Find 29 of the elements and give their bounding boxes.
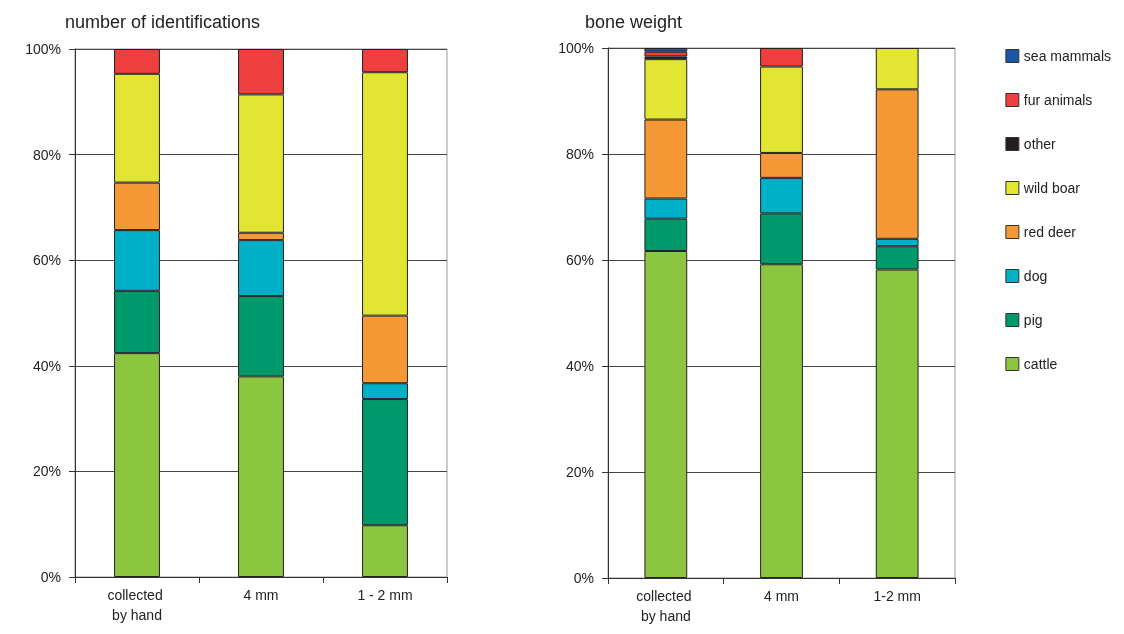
legend-label: sea mammals [1023, 48, 1112, 64]
y-tick-label: 80% [32, 146, 61, 163]
legend-label: fur animals [1023, 92, 1093, 108]
y-tick-label: 20% [32, 463, 61, 480]
chart-title: number of identifications [65, 12, 261, 32]
y-tick-label: 0% [40, 569, 61, 585]
y-tick-label: 60% [565, 252, 594, 268]
legend-label: dog [1023, 268, 1048, 284]
y-tick-label: 0% [573, 570, 594, 586]
legend-label: pig [1023, 312, 1043, 328]
x-tick-label: 1-2 mm [873, 588, 921, 604]
y-tick-label: 100% [558, 40, 594, 56]
x-tick-label: 4 mm [243, 587, 279, 603]
legend-label: cattle [1023, 356, 1058, 372]
bar [644, 51, 688, 57]
y-tick-label: 60% [32, 252, 61, 269]
chart-title: bone weight [585, 12, 683, 32]
legend-label: red deer [1023, 224, 1077, 240]
y-tick-label: 20% [565, 464, 594, 480]
y-tick-label: 40% [32, 357, 61, 374]
x-tick-label: 1 - 2 mm [357, 587, 413, 603]
y-tick-label: 100% [25, 41, 61, 57]
x-tick-label: collected by hand [107, 587, 167, 623]
x-tick-label: collected by hand [636, 588, 696, 624]
x-tick-label: 4 mm [764, 588, 799, 604]
legend-label: other [1023, 136, 1057, 152]
legend-label: wild boar [1022, 180, 1081, 196]
y-tick-label: 40% [565, 358, 594, 374]
y-tick-label: 80% [565, 146, 594, 162]
